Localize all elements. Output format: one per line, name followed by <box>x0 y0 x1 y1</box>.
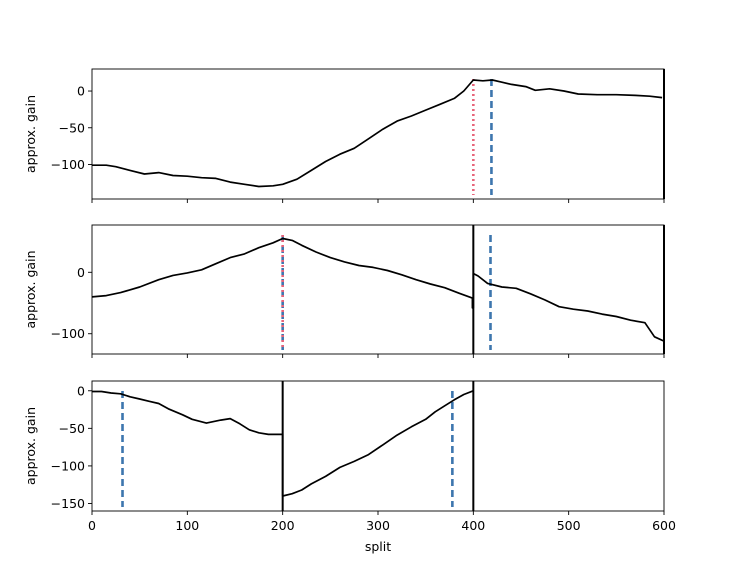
y-tick-label: 0 <box>77 265 85 280</box>
y-tick-label: 0 <box>77 84 85 99</box>
series-group <box>92 390 474 497</box>
y-tick-label: −100 <box>51 326 85 341</box>
panel-middle: 0 −100 approx. gain <box>23 224 665 358</box>
y-tick-label: 0 <box>77 383 85 398</box>
x-tick-label: 100 <box>175 518 199 533</box>
y-axis-label: approx. gain <box>23 251 38 329</box>
series-group <box>92 79 663 188</box>
x-tick-label: 0 <box>88 518 96 533</box>
y-tick-label: −100 <box>51 458 85 473</box>
x-tick-label: 200 <box>271 518 295 533</box>
x-tick-label: 600 <box>652 518 676 533</box>
gain-curve <box>92 79 663 188</box>
series-group <box>91 237 665 342</box>
y-tick-label: −50 <box>59 421 85 436</box>
x-tick-label: 500 <box>557 518 581 533</box>
gain-curve <box>92 390 474 497</box>
x-tick-label: 400 <box>461 518 485 533</box>
y-axis-label: approx. gain <box>23 95 38 173</box>
y-axis-ticks: 0 −100 <box>51 265 92 341</box>
y-axis-ticks: 0 −50 −100 <box>51 84 92 172</box>
gain-curve <box>91 237 665 342</box>
panel-top: 0 −50 −100 approx. gain <box>23 68 665 203</box>
panel-bottom: 0 −50 −100 −150 0 100 200 300 400 500 600 approx.… <box>23 380 676 554</box>
y-tick-label: −150 <box>51 496 85 511</box>
y-tick-label: −100 <box>51 157 85 172</box>
y-axis-ticks: 0 −50 −100 −150 <box>51 383 92 511</box>
y-tick-label: −50 <box>59 120 85 135</box>
x-axis-label: split <box>365 539 391 554</box>
y-axis-label: approx. gain <box>23 407 38 485</box>
x-axis-ticks <box>91 199 665 203</box>
x-axis-ticks <box>91 354 665 358</box>
x-tick-label: 300 <box>366 518 390 533</box>
x-axis-ticks: 0 100 200 300 400 500 600 <box>88 511 676 533</box>
